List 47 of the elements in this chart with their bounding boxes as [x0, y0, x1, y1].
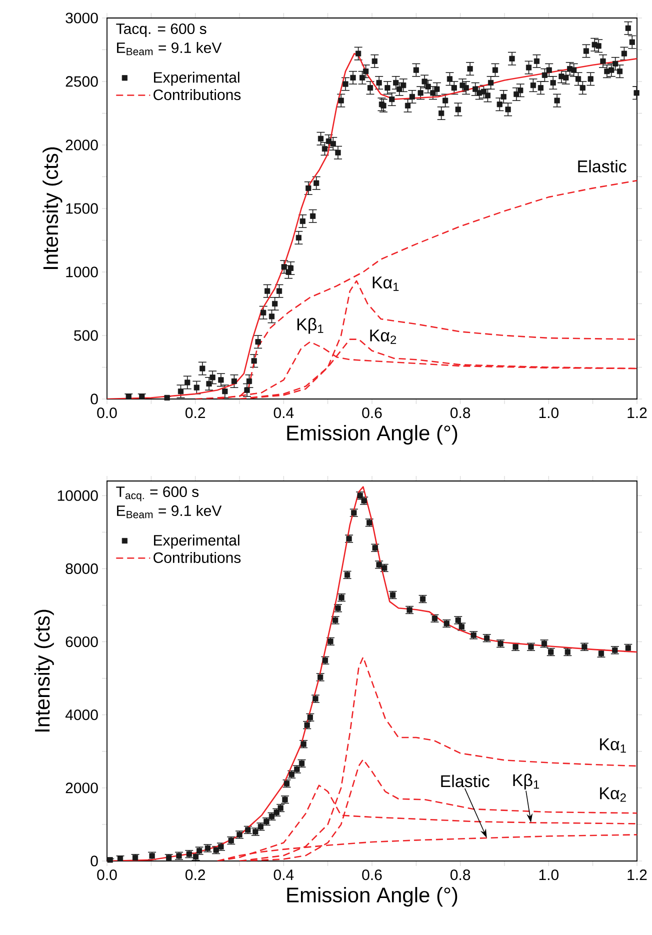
- y-tick-label: 2000: [66, 140, 98, 150]
- legend-label: Experimental: [154, 72, 240, 86]
- y-tick-label: 4000: [65, 710, 98, 720]
- y-tick-label: 0: [90, 856, 98, 866]
- x-tick-label: 0.2: [185, 408, 206, 418]
- x-tick-label: 0.0: [97, 870, 117, 880]
- x-tick-label: 1.0: [539, 870, 558, 880]
- annotation: Kα$_{2}$: [600, 787, 626, 802]
- y-tick-label: 6000: [66, 636, 98, 648]
- x-tick-label: 0.6: [362, 408, 382, 418]
- y-tick-label: 1500: [66, 203, 98, 214]
- x-tick-label: 0.4: [274, 408, 294, 418]
- y-axis-title: Intensity (cts): [42, 147, 62, 269]
- annotation: Kα$_{1}$: [372, 276, 399, 291]
- legend-label: Experimental: [154, 534, 240, 549]
- y-tick-label: 10000: [58, 490, 98, 501]
- annotation: E$_{Beam}$ = 9.1 keV: [117, 42, 222, 56]
- y-tick-label: 2000: [66, 782, 98, 794]
- y-tick-label: 500: [74, 330, 98, 341]
- y-tick-label: 3000: [66, 12, 98, 24]
- y-tick-label: 8000: [66, 563, 98, 574]
- annotation: E$_{Beam}$ = 9.1 keV: [117, 505, 222, 518]
- x-tick-label: 0.4: [274, 870, 294, 880]
- annotation: Kβ$_{1}$: [513, 774, 540, 790]
- x-axis-title: Emission Angle (°): [287, 887, 458, 907]
- y-tick-label: 2500: [66, 76, 98, 87]
- annotation: T$_{acq.}$ = 600 s: [116, 486, 199, 502]
- x-tick-label: 1.2: [628, 870, 647, 880]
- y-tick-label: 1000: [66, 266, 98, 278]
- annotation: Tacq. = 600 s: [116, 23, 206, 38]
- x-tick-label: 0.8: [450, 408, 470, 418]
- y-tick-label: 0: [90, 394, 98, 404]
- annotation: Kβ$_{1}$: [297, 318, 324, 334]
- annotation: Elastic: [578, 160, 626, 172]
- x-axis-title: Emission Angle (°): [287, 425, 458, 445]
- x-tick-label: 0.8: [450, 870, 470, 880]
- legend-label: Contributions: [154, 89, 241, 100]
- x-tick-label: 1.0: [539, 408, 558, 418]
- legend-label: Contributions: [154, 552, 241, 563]
- x-tick-label: 1.2: [628, 408, 647, 418]
- x-tick-label: 0.6: [362, 870, 382, 880]
- x-tick-label: 0.0: [97, 408, 117, 418]
- annotation: Kα$_{1}$: [600, 738, 626, 753]
- annotation: Kα$_{2}$: [370, 330, 396, 344]
- annotation: Elastic: [441, 774, 490, 788]
- y-axis-title: Intensity (cts): [34, 610, 54, 732]
- x-tick-label: 0.2: [185, 870, 206, 880]
